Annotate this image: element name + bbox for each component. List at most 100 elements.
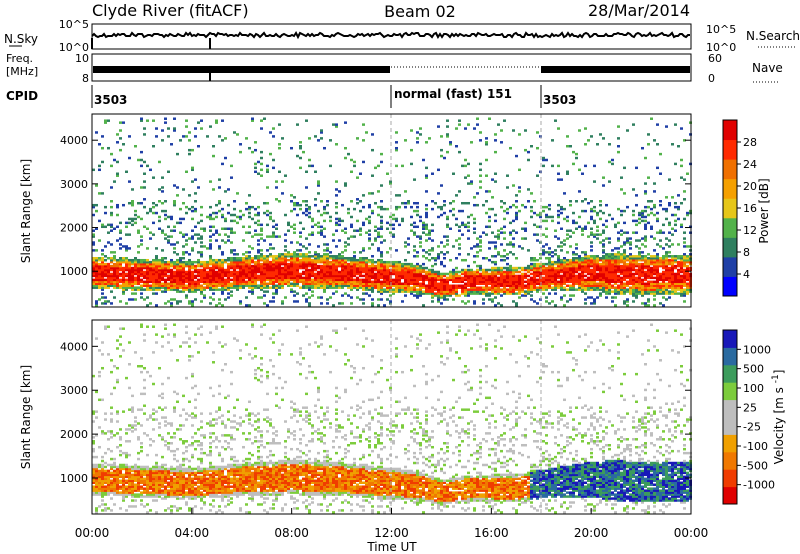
power-cell — [257, 257, 260, 260]
power-cell — [170, 143, 173, 146]
power-cell — [356, 276, 359, 280]
power-cell — [188, 264, 191, 268]
power-cell — [377, 258, 380, 262]
power-cell — [653, 205, 656, 209]
power-cell — [557, 164, 560, 168]
velocity-cell — [92, 410, 95, 413]
power-cell — [647, 284, 650, 287]
power-cell — [92, 241, 95, 244]
power-cell — [443, 211, 446, 215]
power-cell — [677, 194, 680, 197]
power-cell — [368, 203, 371, 207]
power-cell — [554, 270, 557, 274]
power-cell — [263, 239, 266, 242]
power-cell — [491, 241, 494, 244]
nsearch-tick-top: 10^5 — [706, 23, 736, 36]
power-cell — [377, 233, 380, 236]
power-cell — [641, 255, 644, 258]
power-cell — [683, 274, 686, 278]
power-cell — [638, 251, 641, 254]
power-cell — [566, 284, 569, 287]
power-cell — [599, 233, 602, 236]
power-cell — [356, 280, 359, 284]
velocity-cell — [98, 479, 101, 483]
power-cell — [107, 266, 110, 270]
power-cell — [593, 258, 596, 262]
power-cell — [293, 196, 296, 199]
power-cell — [113, 268, 116, 272]
power-cell — [212, 274, 215, 278]
power-cell — [329, 274, 332, 278]
power-cell — [254, 213, 257, 217]
power-cell — [581, 272, 584, 276]
power-cell — [653, 213, 656, 217]
power-cell — [152, 258, 155, 262]
power-cell — [260, 257, 263, 260]
power-cell — [614, 296, 617, 299]
power-cell — [251, 205, 254, 209]
power-cell — [128, 264, 131, 268]
power-cell — [332, 264, 335, 268]
power-cell — [155, 280, 158, 284]
power-cell — [500, 200, 503, 203]
power-cell — [467, 253, 470, 256]
power-cell — [371, 276, 374, 280]
power-cell — [404, 139, 407, 142]
power-cell — [626, 262, 629, 266]
power-cell — [401, 270, 404, 274]
power-cell — [401, 268, 404, 272]
power-cell — [467, 280, 470, 284]
power-cell — [326, 268, 329, 272]
power-cell — [425, 276, 428, 280]
power-cell — [656, 219, 659, 223]
power-cell — [566, 219, 569, 223]
power-cell — [461, 276, 464, 280]
power-cell — [533, 268, 536, 272]
power-cell — [92, 249, 95, 252]
power-cell — [686, 290, 689, 293]
power-cell — [344, 272, 347, 276]
power-cell — [512, 292, 515, 295]
power-cell — [170, 217, 173, 221]
power-cell — [455, 257, 458, 260]
power-cell — [254, 286, 257, 289]
power-cell — [329, 264, 332, 268]
power-cell — [290, 276, 293, 280]
power-cell — [347, 270, 350, 274]
power-cell — [623, 258, 626, 262]
power-cell — [650, 270, 653, 274]
power-cell — [434, 278, 437, 282]
power-cell — [368, 270, 371, 274]
power-cell — [338, 257, 341, 260]
power-cell — [260, 229, 263, 232]
power-cell — [215, 119, 218, 122]
power-cell — [191, 168, 194, 172]
power-cell — [611, 272, 614, 276]
power-cell — [650, 260, 653, 264]
velocity-cell — [98, 370, 101, 374]
power-cell — [380, 160, 383, 164]
power-cell — [131, 282, 134, 286]
power-cell — [575, 270, 578, 274]
power-cell — [599, 266, 602, 270]
power-cell — [344, 156, 347, 160]
power-cell — [602, 249, 605, 252]
power-cell — [443, 257, 446, 260]
power-cell — [269, 215, 272, 219]
power-cell — [281, 278, 284, 282]
power-cell — [443, 292, 446, 295]
power-cell — [176, 284, 179, 287]
power-cell — [539, 215, 542, 219]
power-cell — [296, 213, 299, 217]
power-cell — [437, 168, 440, 172]
power-cell — [653, 255, 656, 258]
power-cell — [473, 221, 476, 225]
power-cell — [155, 135, 158, 138]
power-cell — [284, 174, 287, 177]
power-cell — [260, 150, 263, 154]
power-cell — [167, 270, 170, 274]
velocity-cell — [92, 465, 95, 469]
power-cell — [254, 233, 257, 236]
power-cell — [149, 274, 152, 278]
